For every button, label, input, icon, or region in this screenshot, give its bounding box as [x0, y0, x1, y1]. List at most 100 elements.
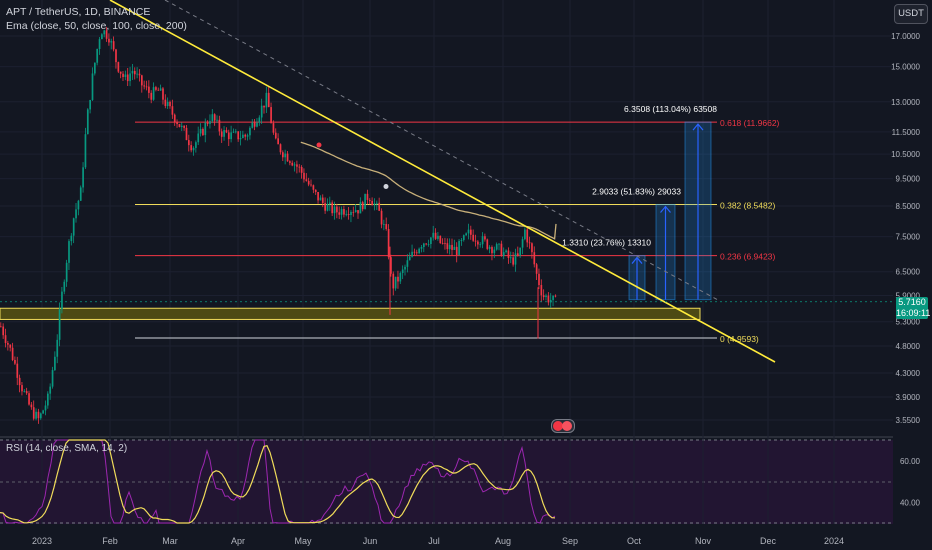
candle-body [145, 86, 148, 88]
candle-body [133, 70, 136, 75]
candle-body [272, 123, 275, 133]
candle-body [303, 172, 305, 180]
candle-body [277, 138, 279, 145]
candle-body [420, 246, 423, 249]
candle-body [150, 92, 153, 100]
candle-body [408, 256, 411, 261]
candle-body [361, 202, 364, 210]
price-tick-label: 17.0000 [891, 32, 920, 41]
candle-body [343, 209, 345, 215]
candle-body [507, 250, 510, 258]
candle-body [209, 121, 211, 124]
candle-body [110, 41, 113, 43]
candle-body [61, 291, 63, 310]
candle-body [509, 257, 512, 259]
candle-body [11, 347, 14, 361]
candle-body [213, 114, 216, 121]
currency-button[interactable]: USDT [894, 4, 928, 24]
candle-body [131, 70, 134, 74]
candle-body [474, 240, 477, 242]
candle-body [190, 145, 193, 151]
candle-body [206, 122, 209, 124]
candle-body [524, 229, 526, 240]
price-tick-label: 4.3000 [896, 369, 921, 378]
candle-body [373, 203, 376, 206]
candle-body [171, 106, 174, 115]
alert-dot-icon [553, 421, 563, 431]
candle-body [242, 134, 244, 139]
time-axis: 2023 Feb Mar Apr May Jun Jul Aug Sep Oct Nov Dec 202… [0, 529, 893, 550]
candle-body [119, 71, 122, 74]
time-tick-label: 2024 [824, 536, 844, 546]
candle-body [392, 273, 395, 289]
candle-body [258, 117, 261, 123]
candle-body [122, 73, 124, 78]
candle-body [286, 153, 289, 162]
candle-body [195, 142, 197, 148]
candle-body [86, 109, 89, 135]
candle-body [352, 211, 355, 213]
candle-body [178, 124, 181, 127]
candle-body [44, 405, 47, 411]
candle-body [394, 276, 397, 289]
candle-body [112, 41, 115, 50]
candle-body [491, 247, 493, 254]
candle-body [54, 356, 56, 371]
candle-body [204, 122, 207, 136]
candle-body [411, 251, 413, 257]
candle-body [406, 260, 409, 267]
candle-body [98, 39, 101, 50]
candle-body [25, 391, 28, 394]
candle-body [453, 246, 456, 250]
time-tick-label: Sep [562, 536, 578, 546]
candle-body [441, 242, 444, 244]
candle-body [385, 224, 388, 229]
candle-body [155, 87, 157, 90]
price-tick-label: 4.8000 [896, 342, 921, 351]
descending-trendline [109, 0, 776, 363]
candle-body [68, 241, 70, 263]
price-tick-label: 10.5000 [891, 150, 920, 159]
rsi-legend: RSI (14, close, SMA, 14, 2) [6, 443, 128, 454]
candles [0, 26, 557, 424]
candle-body [4, 335, 7, 343]
candle-body [538, 273, 540, 286]
candle-body [235, 131, 237, 133]
candle-body [364, 193, 366, 210]
candle-body [484, 236, 486, 240]
candle-body [481, 236, 484, 245]
candle-body [502, 252, 505, 256]
candle-body [183, 125, 185, 128]
candle-body [540, 285, 543, 296]
candle-body [387, 228, 390, 258]
candle-body [192, 147, 195, 151]
candle-body [108, 38, 110, 43]
candle-body [430, 237, 432, 244]
candle-body [72, 218, 75, 236]
candle-body [197, 133, 200, 143]
alert-badge[interactable] [551, 419, 575, 433]
candle-body [49, 386, 52, 394]
candle-body [47, 393, 49, 406]
candle-body [354, 210, 357, 213]
candle-body [101, 34, 103, 40]
projection-boxes: 1.3310 (23.76%) 13310 2.9033 (51.83%) 290… [562, 104, 717, 301]
candle-body [227, 132, 230, 140]
candle-body [366, 193, 369, 200]
candle-body [390, 257, 392, 274]
rsi-tick-label: 40.00 [900, 498, 921, 507]
candle-body [51, 370, 54, 387]
candle-body [368, 199, 371, 201]
projection-label: 1.3310 (23.76%) 13310 [562, 238, 651, 248]
candle-body [105, 30, 108, 39]
candle-body [495, 244, 498, 250]
candle-body [91, 73, 94, 100]
candle-body [467, 229, 470, 234]
candle-body [462, 235, 465, 241]
projection-arrowhead [692, 123, 704, 131]
candle-body [488, 247, 491, 249]
price-tick-label: 3.9000 [896, 393, 921, 402]
candle-body [526, 229, 529, 243]
candle-body [2, 326, 5, 336]
